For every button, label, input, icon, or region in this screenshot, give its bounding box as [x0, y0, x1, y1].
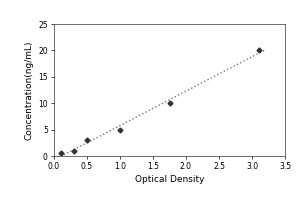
X-axis label: Optical Density: Optical Density	[135, 175, 204, 184]
Y-axis label: Concentration(ng/mL): Concentration(ng/mL)	[25, 40, 34, 140]
